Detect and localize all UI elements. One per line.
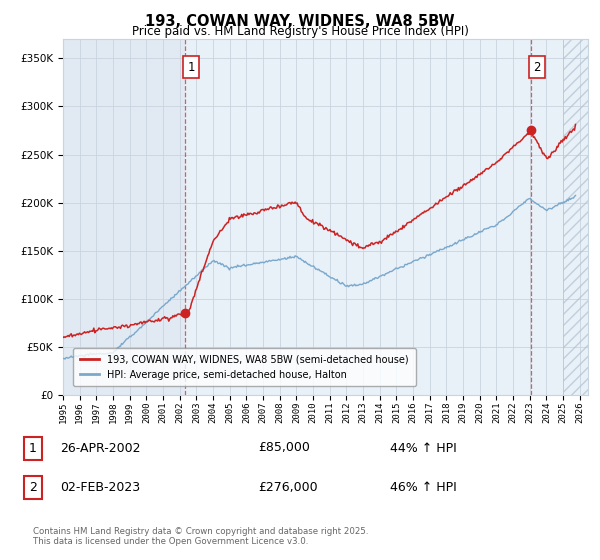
Text: 44% ↑ HPI: 44% ↑ HPI (390, 441, 457, 455)
Text: 2: 2 (29, 480, 37, 494)
Text: 46% ↑ HPI: 46% ↑ HPI (390, 480, 457, 494)
Bar (563, 39, 588, 395)
Text: Price paid vs. HM Land Registry's House Price Index (HPI): Price paid vs. HM Land Registry's House … (131, 25, 469, 38)
Legend: 193, COWAN WAY, WIDNES, WA8 5BW (semi-detached house), HPI: Average price, semi-: 193, COWAN WAY, WIDNES, WA8 5BW (semi-de… (73, 348, 416, 386)
Text: £85,000: £85,000 (258, 441, 310, 455)
Text: 26-APR-2002: 26-APR-2002 (60, 441, 140, 455)
Bar (63, 39, 185, 395)
Text: Contains HM Land Registry data © Crown copyright and database right 2025.
This d: Contains HM Land Registry data © Crown c… (33, 526, 368, 546)
Bar (531, 39, 588, 395)
Text: £276,000: £276,000 (258, 480, 317, 494)
Text: 193, COWAN WAY, WIDNES, WA8 5BW: 193, COWAN WAY, WIDNES, WA8 5BW (145, 14, 455, 29)
Text: 2: 2 (533, 60, 541, 73)
Text: 02-FEB-2023: 02-FEB-2023 (60, 480, 140, 494)
Text: 1: 1 (29, 441, 37, 455)
Text: 1: 1 (187, 60, 195, 73)
